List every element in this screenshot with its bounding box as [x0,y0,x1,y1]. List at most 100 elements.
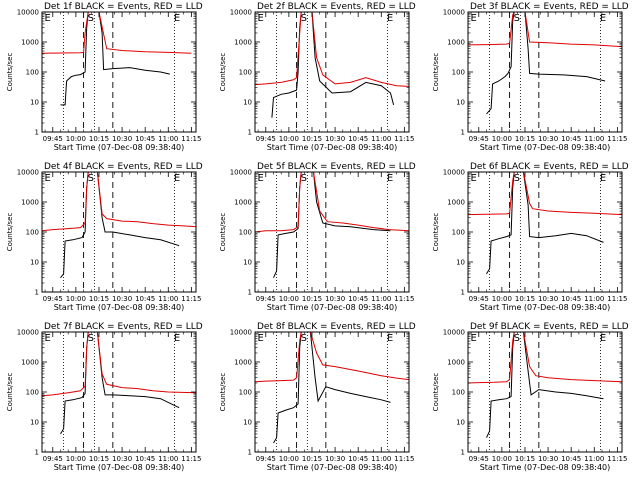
marker-label-e: E [387,333,393,344]
panel-title: Det 8f BLACK = Events, RED = LLD [257,322,416,332]
y-tick-label: 1000 [21,199,39,207]
x-tick-label: 11:15 [394,135,414,143]
marker-label-e: E [258,333,264,344]
x-axis-title: Start Time (07-Dec-08 09:38:40) [480,303,611,312]
y-tick-label: 1 [461,129,465,137]
marker-label-e: E [600,13,606,24]
series-line-events [486,172,604,275]
panel-title: Det 3f BLACK = Events, RED = LLD [470,2,629,12]
x-tick-label: 10:30 [112,455,132,463]
marker-label-s: S [514,333,520,344]
x-tick-label: 10:30 [325,135,345,143]
marker-label-e: E [387,173,393,184]
x-tick-label: 09:45 [43,135,63,143]
x-axis-title: Start Time (07-Dec-08 09:38:40) [54,143,185,152]
y-tick-label: 10000 [443,9,465,17]
y-tick-label: 1 [461,449,465,457]
x-tick-label: 11:00 [371,455,391,463]
y-axis-title: Counts/sec [432,373,440,412]
y-axis-title: Counts/sec [432,53,440,92]
y-axis-title: Counts/sec [219,53,227,92]
y-tick-label: 100 [26,389,39,397]
x-tick-label: 11:00 [158,455,178,463]
y-tick-label: 10000 [443,169,465,177]
series-line-lld [468,172,622,216]
y-tick-label: 10000 [17,9,39,17]
y-tick-label: 10 [456,259,465,267]
plot-frame [467,331,623,453]
series-line-events [60,172,180,279]
x-tick-label: 10:15 [302,135,322,143]
marker-label-e: E [471,333,477,344]
x-tick-label: 09:45 [43,295,63,303]
plot-frame [41,171,197,293]
x-tick-label: 11:00 [584,295,604,303]
marker-label-e: E [258,13,264,24]
marker-label-e: E [45,13,51,24]
x-tick-label: 11:00 [584,455,604,463]
marker-label-e: E [258,173,264,184]
x-tick-label: 10:15 [89,295,109,303]
y-tick-label: 10000 [17,329,39,337]
x-tick-label: 11:15 [607,135,627,143]
y-tick-label: 100 [239,69,252,77]
x-tick-label: 10:00 [66,135,86,143]
y-tick-label: 100 [452,69,465,77]
y-tick-label: 100 [452,229,465,237]
x-axis-title: Start Time (07-Dec-08 09:38:40) [267,143,398,152]
y-tick-label: 100 [26,229,39,237]
x-tick-label: 10:00 [279,135,299,143]
x-tick-label: 10:30 [325,455,345,463]
x-axis-title: Start Time (07-Dec-08 09:38:40) [480,463,611,472]
panel-title: Det 9f BLACK = Events, RED = LLD [470,322,629,332]
plot-frame [254,11,410,133]
y-tick-label: 10 [30,99,39,107]
x-tick-label: 10:00 [492,295,512,303]
y-tick-label: 100 [26,69,39,77]
y-tick-label: 10 [243,99,252,107]
panel-title: Det 1f BLACK = Events, RED = LLD [44,2,203,12]
x-tick-label: 11:00 [158,135,178,143]
y-tick-label: 100 [239,229,252,237]
y-axis-title: Counts/sec [6,213,14,252]
marker-label-s: S [514,13,520,24]
series-line-events [273,172,391,278]
x-tick-label: 10:45 [561,295,581,303]
y-tick-label: 10000 [230,169,252,177]
marker-label-s: S [301,333,307,344]
y-tick-label: 1000 [21,359,39,367]
marker-label-e: E [471,173,477,184]
x-axis-title: Start Time (07-Dec-08 09:38:40) [480,143,611,152]
y-tick-label: 10000 [230,329,252,337]
x-tick-label: 09:45 [256,135,276,143]
y-tick-label: 10 [30,259,39,267]
y-axis-title: Counts/sec [432,213,440,252]
x-tick-label: 10:45 [135,295,155,303]
x-tick-label: 10:30 [325,295,345,303]
x-tick-label: 10:15 [302,455,322,463]
y-tick-label: 1 [248,449,252,457]
series-line-events [60,332,180,435]
y-tick-label: 1000 [21,39,39,47]
y-tick-label: 1000 [234,359,252,367]
x-tick-label: 10:00 [279,455,299,463]
x-axis-title: Start Time (07-Dec-08 09:38:40) [267,303,398,312]
x-tick-label: 10:00 [492,135,512,143]
marker-label-e: E [174,13,180,24]
series-line-lld [468,12,622,48]
x-tick-label: 10:00 [66,295,86,303]
y-tick-label: 10 [243,419,252,427]
marker-label-e: E [174,173,180,184]
x-tick-label: 10:45 [348,135,368,143]
x-tick-label: 09:45 [469,295,489,303]
y-tick-label: 1000 [447,359,465,367]
